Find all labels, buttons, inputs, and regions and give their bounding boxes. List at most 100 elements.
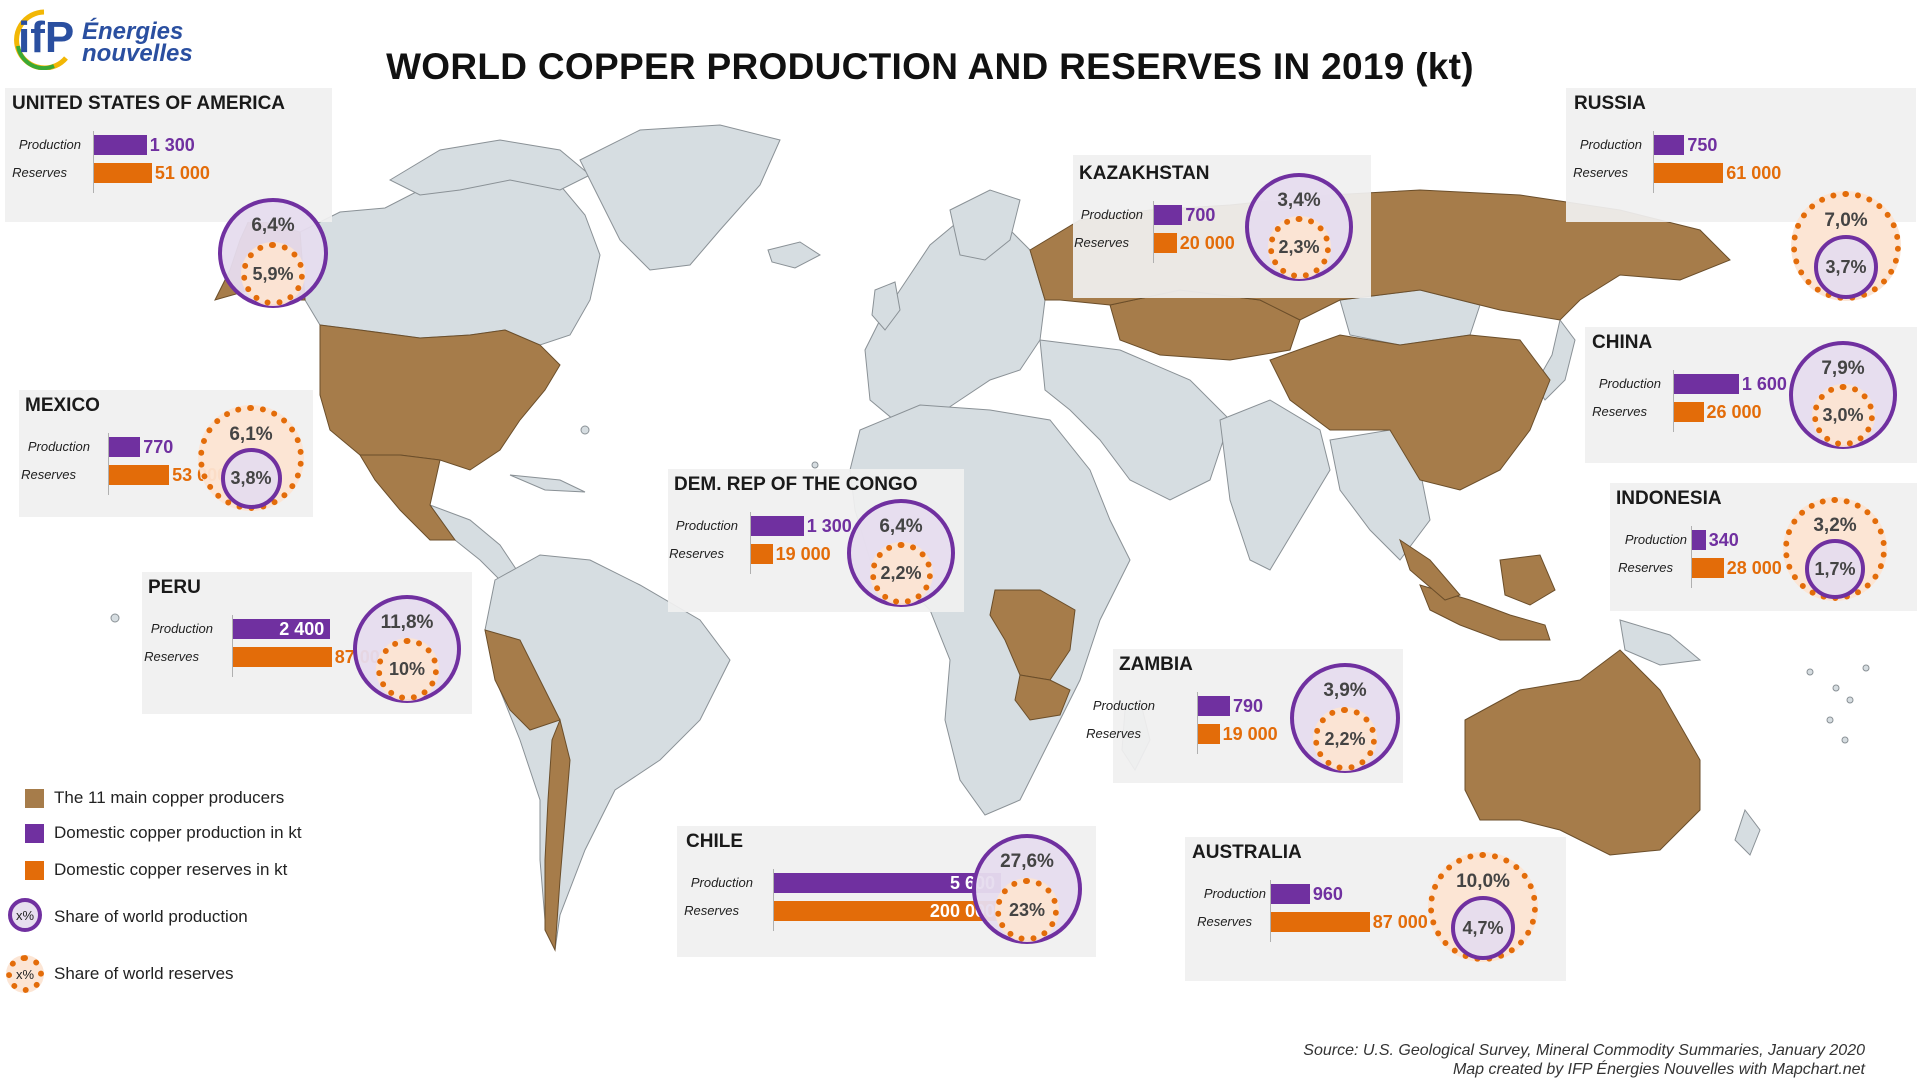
reserves-row-label: Reserves bbox=[684, 903, 739, 918]
reserves-value: 87 000 bbox=[1372, 912, 1428, 932]
reserves-row-label: Reserves bbox=[12, 165, 67, 180]
land-sumatra bbox=[1399, 538, 1461, 601]
country-name: INDONESIA bbox=[1616, 488, 1722, 509]
production-row-label: Production bbox=[150, 621, 213, 636]
reserves-share-value: 3,2% bbox=[1813, 515, 1857, 536]
reserves-share-value: 2,3% bbox=[1278, 237, 1320, 257]
reserves-share-circle: 2,2% bbox=[869, 542, 933, 605]
production-share-value: 3,7% bbox=[1825, 256, 1867, 277]
land-peru bbox=[484, 629, 561, 731]
land-chile bbox=[544, 718, 571, 952]
country-name: CHINA bbox=[1592, 332, 1653, 353]
production-share-value: 3,4% bbox=[1277, 190, 1321, 211]
country-name: PERU bbox=[148, 577, 201, 598]
card-mexico: MEXICO Production Reserves 770 53 000 6,1% 3,8… bbox=[19, 390, 313, 517]
source-line2: Map created by IFP Énergies Nouvelles wi… bbox=[1452, 1061, 1865, 1078]
reserves-value: 200 000 bbox=[929, 901, 995, 921]
card-kazakhstan: KAZAKHSTAN Production Reserves 700 20 000 3,4… bbox=[1073, 155, 1371, 298]
production-bar bbox=[109, 437, 141, 457]
logo-mark: ifP bbox=[18, 13, 75, 62]
reserves-bar bbox=[1154, 233, 1177, 253]
card-chile: CHILE Production Reserves 5 600 200 000 27,6%… bbox=[677, 826, 1096, 957]
production-bar bbox=[1154, 205, 1183, 225]
reserves-bar bbox=[751, 544, 773, 564]
bar-axis bbox=[1270, 880, 1271, 942]
production-value: 960 bbox=[1312, 884, 1343, 904]
production-share-circle: 3,7% bbox=[1814, 235, 1878, 299]
production-bar bbox=[751, 516, 804, 536]
logo-line1: Énergies bbox=[82, 18, 184, 45]
legend-reserves-share-label: Share of world reserves bbox=[54, 964, 234, 983]
legend-production-label: Domestic copper production in kt bbox=[54, 823, 302, 842]
country-name: RUSSIA bbox=[1574, 93, 1646, 114]
logo-swirl-icon bbox=[14, 9, 68, 70]
production-share-circle: 4,7% bbox=[1451, 896, 1515, 960]
production-row-label: Production bbox=[1092, 698, 1155, 713]
reserves-share-value: 10% bbox=[388, 659, 426, 679]
production-bar bbox=[1271, 884, 1310, 904]
production-share-circle: 3,8% bbox=[220, 448, 282, 509]
reserves-share-value: 5,9% bbox=[252, 263, 294, 284]
bar-axis bbox=[1153, 201, 1154, 263]
country-name: ZAMBIA bbox=[1119, 654, 1193, 675]
legend-production-share-circle: x% bbox=[8, 898, 42, 932]
land-mexico bbox=[359, 454, 456, 541]
reserves-bar bbox=[94, 163, 152, 183]
card-russia: RUSSIA Production Reserves 750 61 000 7,0% 3,7… bbox=[1566, 88, 1916, 301]
legend-production-swatch bbox=[25, 824, 44, 843]
land-scandinavia bbox=[949, 189, 1021, 261]
reserves-share-value: 2,2% bbox=[880, 563, 922, 583]
reserves-share-circle: 2,2% bbox=[1313, 707, 1377, 771]
reserves-value: 19 000 bbox=[775, 544, 831, 564]
production-value: 2 400 bbox=[279, 619, 325, 639]
land-australia bbox=[1464, 649, 1701, 856]
land-indonesia bbox=[1419, 584, 1551, 641]
legend-reserves-share-circle: x% bbox=[6, 955, 44, 993]
legend-production-share-label: Share of world production bbox=[54, 907, 248, 926]
production-row-label: Production bbox=[1203, 886, 1266, 901]
production-value: 750 bbox=[1687, 135, 1718, 155]
bar-axis bbox=[232, 615, 233, 677]
production-share-value: 7,9% bbox=[1821, 358, 1865, 379]
land-europe bbox=[864, 219, 1046, 426]
legend-reserves-swatch bbox=[25, 861, 44, 880]
reserves-bar bbox=[1674, 402, 1704, 422]
card-drc: DEM. REP OF THE CONGO Production Reserves 1… bbox=[668, 469, 964, 612]
production-value: 1 300 bbox=[149, 135, 195, 155]
source-line1: Source: U.S. Geological Survey, Mineral … bbox=[1303, 1042, 1865, 1059]
land-borneo bbox=[1499, 554, 1556, 606]
reserves-share-circle: 3,0% bbox=[1811, 384, 1875, 447]
production-bar bbox=[1674, 374, 1739, 394]
production-row-label: Production bbox=[27, 439, 90, 454]
production-share-value: 6,4% bbox=[251, 215, 295, 236]
land-new-zealand bbox=[1734, 808, 1761, 856]
production-row-label: Production bbox=[18, 137, 81, 152]
country-name: CHILE bbox=[686, 831, 743, 852]
production-value: 340 bbox=[1708, 530, 1739, 550]
bar-axis bbox=[1653, 131, 1654, 193]
land-cuba bbox=[509, 474, 586, 493]
reserves-share-circle: 2,3% bbox=[1267, 216, 1331, 279]
land-middle-east bbox=[1039, 339, 1231, 501]
legend-producers-swatch bbox=[25, 789, 44, 808]
reserves-value: 19 000 bbox=[1222, 724, 1278, 744]
reserves-share-value: 23% bbox=[1008, 899, 1046, 920]
reserves-share-circle: 5,9% bbox=[241, 242, 305, 306]
production-value: 700 bbox=[1185, 205, 1216, 225]
bar-axis bbox=[750, 512, 751, 574]
reserves-row-label: Reserves bbox=[1086, 726, 1141, 741]
country-name: MEXICO bbox=[25, 395, 100, 416]
production-share-circle: 27,6% bbox=[972, 834, 1082, 944]
land-greenland bbox=[579, 124, 781, 271]
production-row-label: Production bbox=[1598, 376, 1661, 391]
page-title: WORLD COPPER PRODUCTION AND RESERVES IN … bbox=[386, 46, 1474, 87]
bar-axis bbox=[108, 433, 109, 495]
reserves-row-label: Reserves bbox=[144, 649, 199, 664]
reserves-share-value: 6,1% bbox=[229, 424, 273, 445]
reserves-row-label: Reserves bbox=[1618, 560, 1673, 575]
production-value: 790 bbox=[1233, 696, 1264, 716]
reserves-bar bbox=[1198, 724, 1220, 744]
production-bar bbox=[1198, 696, 1231, 716]
bar-axis bbox=[1197, 692, 1198, 754]
bar-axis bbox=[93, 131, 94, 193]
